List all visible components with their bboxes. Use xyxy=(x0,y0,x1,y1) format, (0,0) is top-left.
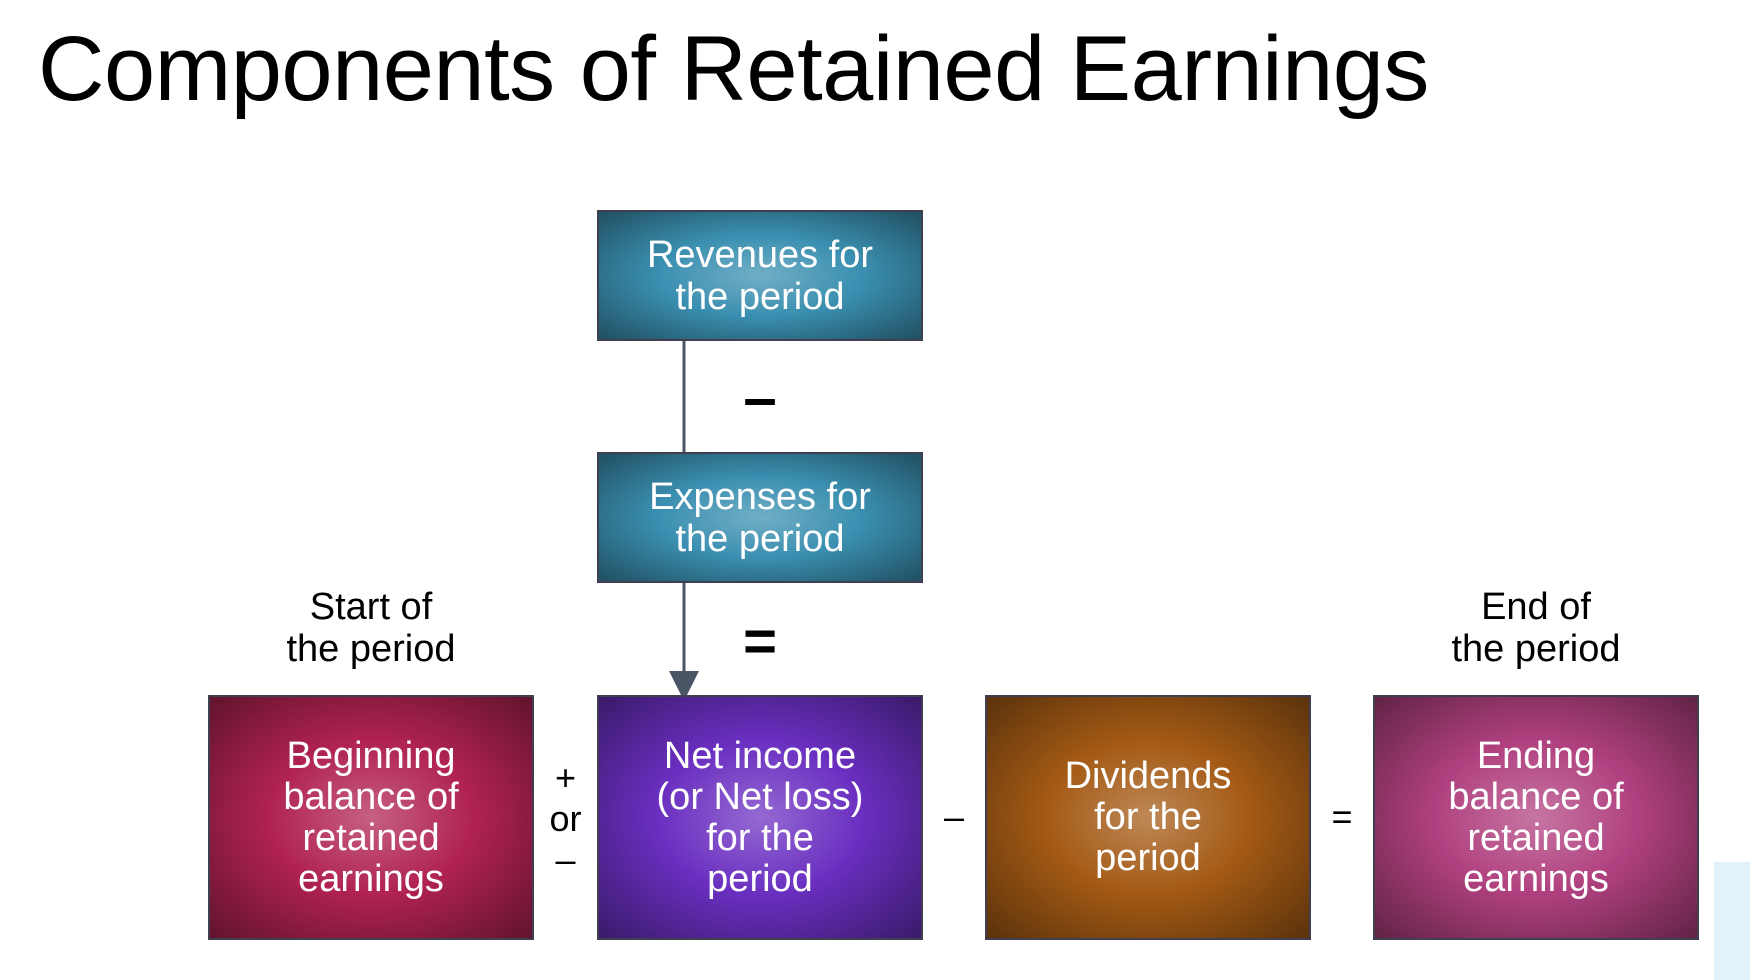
minus-operator-horizontal: – xyxy=(943,796,965,837)
beginning-balance-label: Beginning balance of retained earnings xyxy=(283,734,459,900)
revenues-box: Revenues for the period xyxy=(597,210,923,341)
equals-operator-horizontal: = xyxy=(1331,796,1353,837)
corner-decoration xyxy=(1714,862,1750,980)
ending-balance-box: Ending balance of retained earnings xyxy=(1373,695,1699,940)
dividends-box: Dividends for the period xyxy=(985,695,1311,940)
plus-or-minus-operator: + or – xyxy=(549,757,582,880)
start-of-period-caption: Start of the period xyxy=(286,586,456,670)
end-of-period-caption: End of the period xyxy=(1451,586,1621,670)
net-income-label: Net income (or Net loss) for the period xyxy=(656,734,864,900)
beginning-balance-box: Beginning balance of retained earnings xyxy=(208,695,534,940)
net-income-box: Net income (or Net loss) for the period xyxy=(597,695,923,940)
expenses-box: Expenses for the period xyxy=(597,452,923,583)
equals-operator-vertical: = xyxy=(743,609,777,674)
expenses-label: Expenses for the period xyxy=(649,475,871,560)
dividends-label: Dividends for the period xyxy=(1064,755,1232,879)
page-title: Components of Retained Earnings xyxy=(38,18,1429,120)
revenues-label: Revenues for the period xyxy=(646,233,873,318)
ending-balance-label: Ending balance of retained earnings xyxy=(1448,734,1624,900)
minus-operator-vertical: – xyxy=(743,364,777,431)
